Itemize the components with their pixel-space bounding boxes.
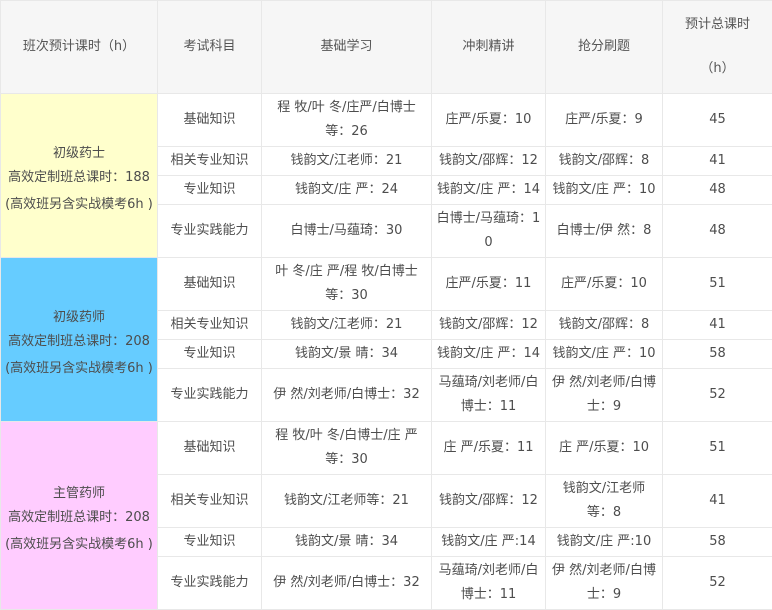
- total-hours-cell: 52: [663, 557, 772, 610]
- table-row: 初级药士 高效定制班总课时：188 (高效班另含实战模考6h ) 基础知识 程 …: [1, 94, 772, 147]
- col-header-score-drill: 抢分刷题: [546, 1, 663, 94]
- subject-cell: 相关专业知识: [158, 147, 262, 176]
- drill-cell: 钱韵文/庄 严:10: [546, 528, 663, 557]
- basic-study-cell: 伊 然/刘老师/白博士：32: [262, 557, 432, 610]
- subject-cell: 专业实践能力: [158, 369, 262, 422]
- basic-study-cell: 伊 然/刘老师/白博士：32: [262, 369, 432, 422]
- subject-cell: 相关专业知识: [158, 475, 262, 528]
- sprint-cell: 庄严/乐夏：11: [432, 258, 546, 311]
- subject-cell: 专业知识: [158, 176, 262, 205]
- subject-cell: 基础知识: [158, 422, 262, 475]
- subject-cell: 专业实践能力: [158, 205, 262, 258]
- sprint-cell: 马蕴琦/刘老师/白博士：11: [432, 557, 546, 610]
- group-cell-junior-pharmacy-clerk: 初级药士 高效定制班总课时：188 (高效班另含实战模考6h ): [1, 94, 158, 258]
- col-header-total-hours: 预计总课时 （h）: [663, 1, 772, 94]
- subject-cell: 专业知识: [158, 340, 262, 369]
- group-note: (高效班另含实战模考6h ): [5, 191, 153, 218]
- col-header-sprint-lecture: 冲刺精讲: [432, 1, 546, 94]
- subject-cell: 专业实践能力: [158, 557, 262, 610]
- total-hours-cell: 41: [663, 475, 772, 528]
- basic-study-cell: 钱韵文/江老师：21: [262, 311, 432, 340]
- subject-cell: 基础知识: [158, 94, 262, 147]
- basic-study-cell: 白博士/马蕴琦：30: [262, 205, 432, 258]
- total-hours-cell: 48: [663, 205, 772, 258]
- group-note: (高效班另含实战模考6h ): [5, 355, 153, 382]
- basic-study-cell: 钱韵文/江老师：21: [262, 147, 432, 176]
- group-total-hours-label: 高效定制班总课时：208: [5, 504, 153, 531]
- group-title: 初级药士: [5, 144, 153, 164]
- basic-study-cell: 程 牧/叶 冬/庄严/白博士 等：26: [262, 94, 432, 147]
- total-hours-cell: 51: [663, 258, 772, 311]
- total-hours-cell: 51: [663, 422, 772, 475]
- total-hours-cell: 58: [663, 340, 772, 369]
- subject-cell: 基础知识: [158, 258, 262, 311]
- drill-cell: 白博士/伊 然：8: [546, 205, 663, 258]
- sprint-cell: 马蕴琦/刘老师/白博士：11: [432, 369, 546, 422]
- drill-cell: 庄严/乐夏：9: [546, 94, 663, 147]
- group-total-hours-label: 高效定制班总课时：208: [5, 328, 153, 355]
- drill-cell: 钱韵文/庄 严：10: [546, 176, 663, 205]
- basic-study-cell: 钱韵文/庄 严：24: [262, 176, 432, 205]
- col-header-exam-subject: 考试科目: [158, 1, 262, 94]
- col-header-class-hours: 班次预计课时（h）: [1, 1, 158, 94]
- table-row: 初级药师 高效定制班总课时：208 (高效班另含实战模考6h ) 基础知识 叶 …: [1, 258, 772, 311]
- sprint-cell: 钱韵文/邵辉：12: [432, 311, 546, 340]
- sprint-cell: 钱韵文/邵辉：12: [432, 147, 546, 176]
- total-hours-cell: 52: [663, 369, 772, 422]
- basic-study-cell: 程 牧/叶 冬/白博士/庄 严 等：30: [262, 422, 432, 475]
- total-hours-cell: 45: [663, 94, 772, 147]
- basic-study-cell: 叶 冬/庄 严/程 牧/白博士 等：30: [262, 258, 432, 311]
- drill-cell: 伊 然/刘老师/白博士：9: [546, 557, 663, 610]
- drill-cell: 钱韵文/邵辉：8: [546, 311, 663, 340]
- drill-cell: 伊 然/刘老师/白博士：9: [546, 369, 663, 422]
- col-header-basic-study: 基础学习: [262, 1, 432, 94]
- sprint-cell: 钱韵文/庄 严：14: [432, 176, 546, 205]
- subject-cell: 相关专业知识: [158, 311, 262, 340]
- sprint-cell: 钱韵文/邵辉：12: [432, 475, 546, 528]
- sprint-cell: 钱韵文/庄 严:14: [432, 528, 546, 557]
- group-total-hours-label: 高效定制班总课时：188: [5, 164, 153, 191]
- sprint-cell: 钱韵文/庄 严：14: [432, 340, 546, 369]
- group-title: 主管药师: [5, 484, 153, 504]
- sprint-cell: 白博士/马蕴琦：10: [432, 205, 546, 258]
- drill-cell: 钱韵文/江老师等：8: [546, 475, 663, 528]
- group-cell-chief-pharmacist: 主管药师 高效定制班总课时：208 (高效班另含实战模考6h ): [1, 422, 158, 610]
- header-row: 班次预计课时（h） 考试科目 基础学习 冲刺精讲 抢分刷题 预计总课时 （h）: [1, 1, 772, 94]
- group-note: (高效班另含实战模考6h ): [5, 531, 153, 558]
- sprint-cell: 庄 严/乐夏：11: [432, 422, 546, 475]
- sprint-cell: 庄严/乐夏：10: [432, 94, 546, 147]
- table-row: 主管药师 高效定制班总课时：208 (高效班另含实战模考6h ) 基础知识 程 …: [1, 422, 772, 475]
- group-cell-junior-pharmacist: 初级药师 高效定制班总课时：208 (高效班另含实战模考6h ): [1, 258, 158, 422]
- total-hours-cell: 48: [663, 176, 772, 205]
- basic-study-cell: 钱韵文/江老师等：21: [262, 475, 432, 528]
- basic-study-cell: 钱韵文/景 晴：34: [262, 528, 432, 557]
- drill-cell: 钱韵文/邵辉：8: [546, 147, 663, 176]
- group-title: 初级药师: [5, 308, 153, 328]
- drill-cell: 庄 严/乐夏：10: [546, 422, 663, 475]
- subject-cell: 专业知识: [158, 528, 262, 557]
- drill-cell: 庄严/乐夏：10: [546, 258, 663, 311]
- total-hours-cell: 58: [663, 528, 772, 557]
- total-hours-cell: 41: [663, 147, 772, 176]
- total-hours-cell: 41: [663, 311, 772, 340]
- basic-study-cell: 钱韵文/景 晴：34: [262, 340, 432, 369]
- drill-cell: 钱韵文/庄 严：10: [546, 340, 663, 369]
